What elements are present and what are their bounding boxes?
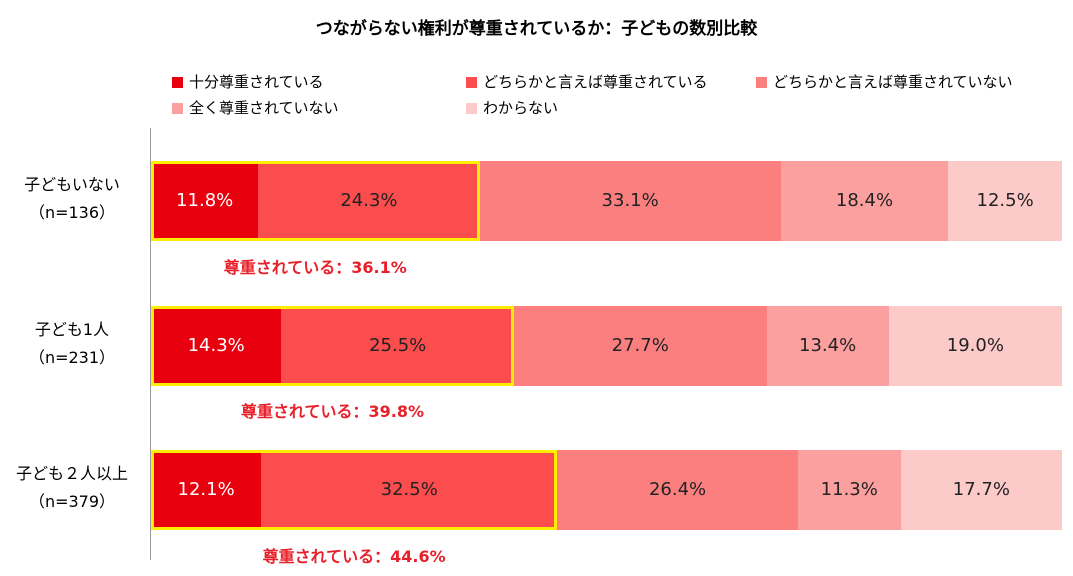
summary-label-2: 尊重されている：39.8%	[240, 402, 424, 421]
category-label-1: 子どもいない （n=136）	[2, 171, 142, 227]
bar-segment-3-1: 12.1%	[151, 450, 262, 530]
highlight-box-2	[151, 306, 514, 386]
legend-item-4: 全く尊重されていない	[172, 98, 339, 118]
legend-label-3: どちらかと言えば尊重されていない	[773, 73, 1013, 91]
legend-item-1: 十分尊重されている	[172, 72, 324, 92]
bar-segment-3-4: 11.3%	[797, 450, 901, 530]
bar-segment-3-3: 26.4%	[557, 450, 798, 530]
bar-segment-2-4: 13.4%	[766, 306, 889, 386]
bar-segment-2-1: 14.3%	[151, 306, 282, 386]
bar-segment-2-3: 27.7%	[513, 306, 767, 386]
bar-segment-1-3: 33.1%	[479, 161, 781, 241]
bar-segment-1-4: 18.4%	[780, 161, 949, 241]
bar-segment-1-5: 12.5%	[948, 161, 1062, 241]
category-n-1: （n=136）	[28, 203, 116, 222]
legend-swatch-4	[172, 103, 183, 114]
category-n-3: （n=379）	[28, 492, 116, 511]
category-name-2: 子ども1人	[34, 320, 110, 339]
legend-swatch-3	[756, 77, 767, 88]
bar-segment-1-2: 24.3%	[258, 161, 480, 241]
legend-item-5: わからない	[466, 98, 558, 118]
bar-segment-2-5: 19.0%	[888, 306, 1062, 386]
legend-item-3: どちらかと言えば尊重されていない	[756, 72, 1013, 92]
legend-label-1: 十分尊重されている	[189, 73, 324, 91]
category-n-2: （n=231）	[28, 348, 116, 367]
category-label-3: 子ども２人以上 （n=379）	[2, 460, 142, 516]
bar-segment-1-1: 11.8%	[151, 161, 259, 241]
summary-label-3: 尊重されている：44.6%	[262, 547, 446, 566]
summary-label-1: 尊重されている：36.1%	[223, 258, 407, 277]
highlight-box-3	[151, 450, 558, 530]
category-name-1: 子どもいない	[24, 175, 120, 194]
legend-label-2: どちらかと言えば尊重されている	[483, 73, 708, 91]
category-axis-line	[150, 128, 151, 560]
bar-segment-2-2: 25.5%	[281, 306, 514, 386]
legend-label-4: 全く尊重されていない	[189, 99, 339, 117]
legend-swatch-1	[172, 77, 183, 88]
bar-segment-3-2: 32.5%	[261, 450, 558, 530]
bar-segment-3-5: 17.7%	[900, 450, 1062, 530]
legend-label-5: わからない	[483, 99, 559, 117]
chart-title: つながらない権利が尊重されているか：子どもの数別比較	[315, 19, 758, 39]
legend-swatch-5	[466, 103, 477, 114]
highlight-box-1	[151, 161, 480, 241]
legend-swatch-2	[466, 77, 477, 88]
category-name-3: 子ども２人以上	[15, 464, 128, 483]
legend-item-2: どちらかと言えば尊重されている	[466, 72, 708, 92]
category-label-2: 子ども1人 （n=231）	[2, 316, 142, 372]
